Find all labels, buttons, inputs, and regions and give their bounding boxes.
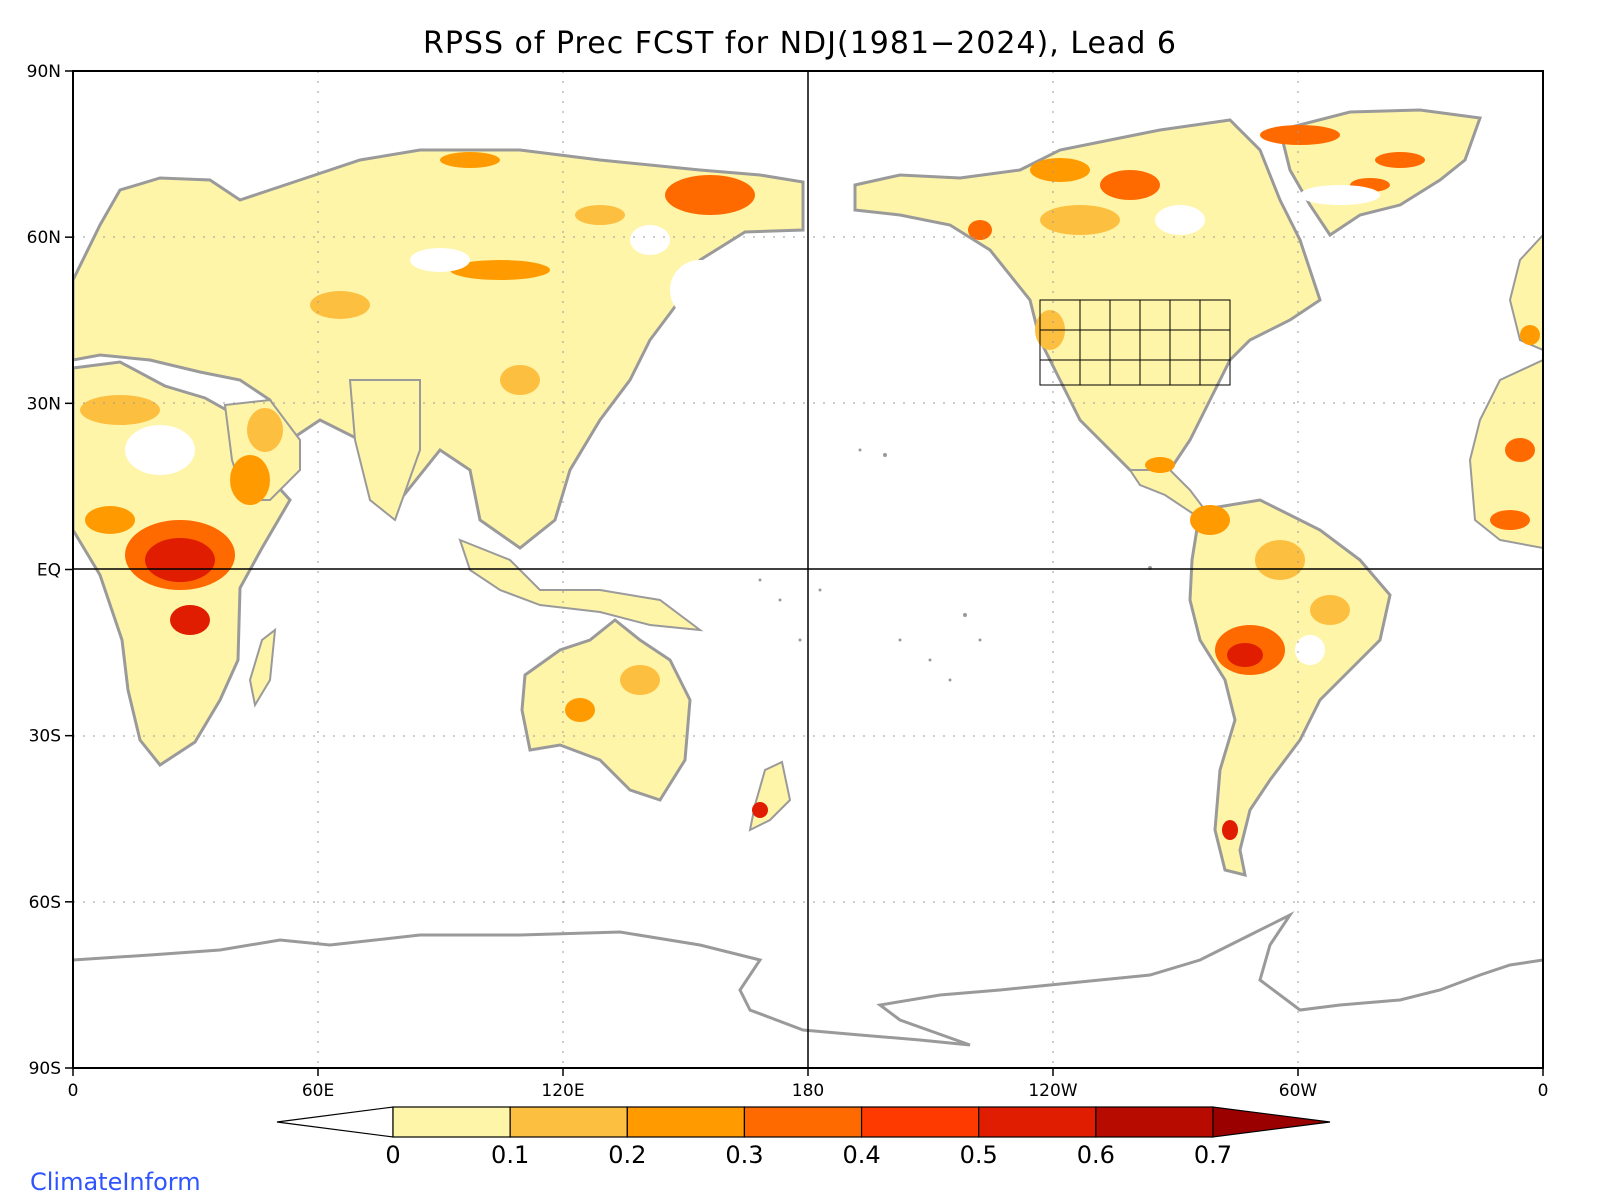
y-tick-label: EQ	[37, 561, 61, 581]
us-state-boundaries	[1039, 299, 1231, 386]
colorbar-label: 0.3	[725, 1141, 763, 1169]
colorbar-swatch	[509, 1106, 628, 1138]
colorbar-label: 0.4	[842, 1141, 880, 1169]
colorbar: 0 0.1 0.2 0.3 0.4 0.5 0.6 0.7	[276, 1106, 1331, 1169]
y-tick-label: 60S	[29, 893, 61, 913]
y-tick-label: 30N	[27, 394, 61, 414]
y-tick-label: 30S	[29, 727, 61, 747]
colorbar-swatch	[978, 1106, 1097, 1138]
x-tick-label: 120E	[541, 1081, 584, 1101]
x-tick-label: 60W	[1279, 1081, 1318, 1101]
axis-labels: 0 60E 120E 180 120W 60W 0 90N 60N 30N EQ 30S 60S 90S	[27, 62, 1549, 1101]
map-title: RPSS of Prec FCST for NDJ(1981−2024), Le…	[422, 26, 1178, 61]
colorbar-label: 0.5	[960, 1141, 998, 1169]
india-landmass	[348, 379, 421, 522]
y-tick-label: 90N	[27, 62, 61, 82]
skill-patches	[80, 125, 1540, 840]
indonesia-landmass	[458, 538, 704, 632]
colorbar-swatch	[743, 1106, 863, 1138]
colorbar-label: 0.6	[1077, 1141, 1115, 1169]
grid-lines	[73, 71, 1543, 1068]
no-skill-patches	[125, 185, 1380, 665]
colorbar-swatch	[860, 1106, 980, 1138]
land-layer	[73, 108, 1543, 1047]
madagascar-landmass	[248, 627, 277, 708]
europe-edge-landmass	[1508, 233, 1543, 352]
colorbar-label: 0	[385, 1141, 400, 1169]
x-tick-label: 0	[68, 1081, 79, 1101]
colorbar-swatch	[392, 1106, 511, 1138]
colorbar-label: 0.7	[1194, 1141, 1232, 1169]
antarctica-coastline	[73, 911, 1543, 1047]
colorbar-label: 0.1	[491, 1141, 529, 1169]
south-america-landmass	[1188, 498, 1392, 878]
colorbar-under-triangle	[276, 1106, 394, 1138]
x-tick-label: 60E	[302, 1081, 334, 1101]
x-tick-label: 120W	[1028, 1081, 1077, 1101]
x-tick-label: 180	[792, 1081, 824, 1101]
colorbar-swatch	[626, 1106, 746, 1138]
credit-text: ClimateInform	[30, 1168, 201, 1196]
y-tick-label: 60N	[27, 228, 61, 248]
x-tick-label: 0	[1538, 1081, 1549, 1101]
y-tick-label: 90S	[29, 1059, 61, 1079]
colorbar-swatch	[1095, 1106, 1214, 1138]
colorbar-over-triangle	[1212, 1106, 1331, 1138]
australia-landmass	[520, 618, 692, 802]
colorbar-label: 0.2	[608, 1141, 646, 1169]
